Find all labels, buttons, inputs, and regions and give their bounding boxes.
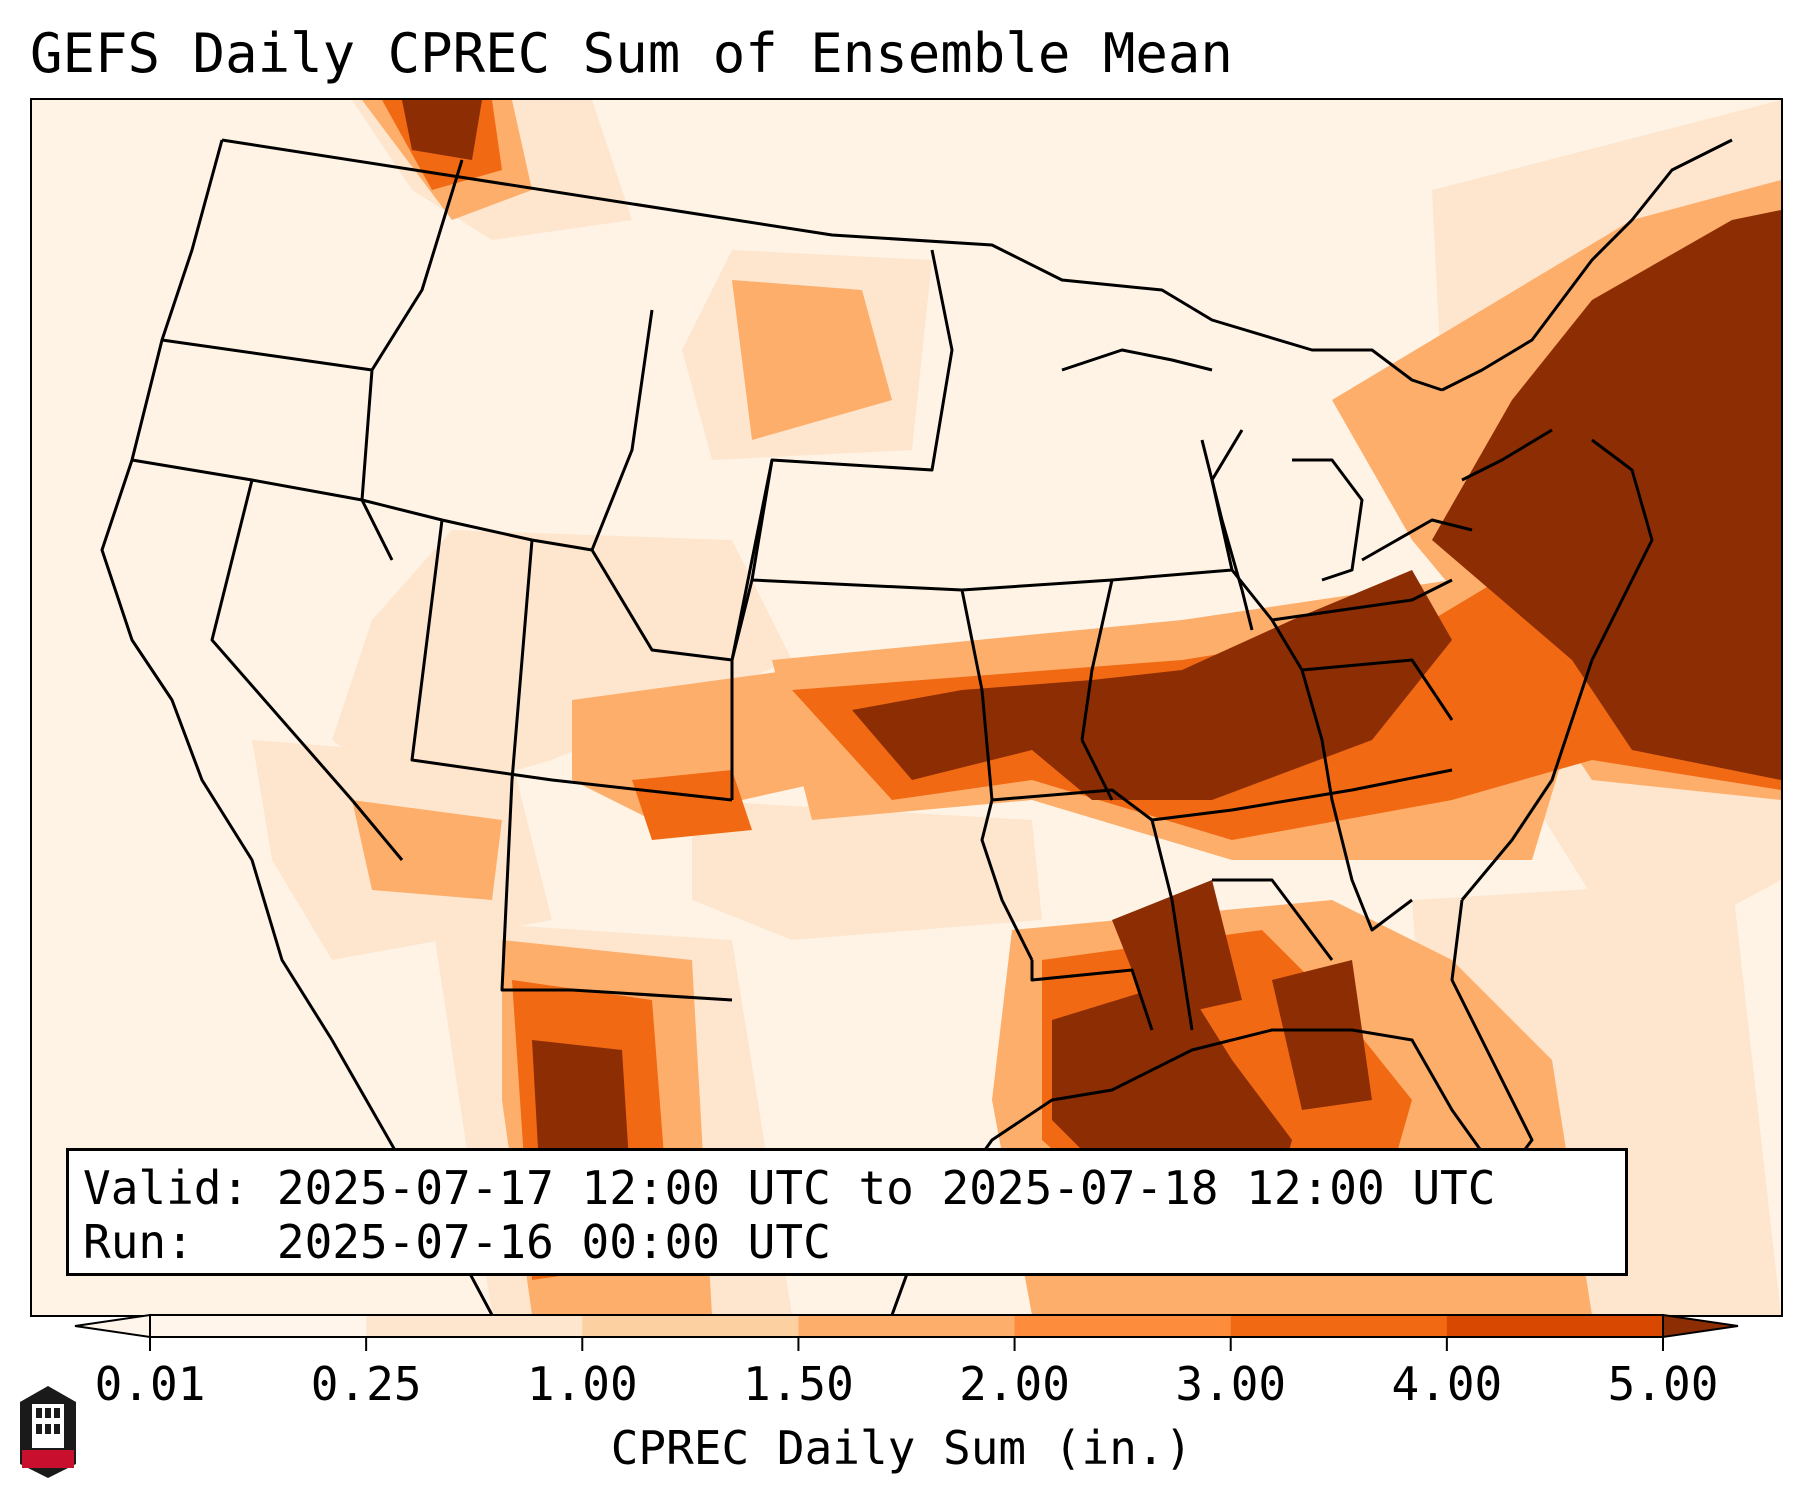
us-canada-border	[221, 138, 1443, 392]
colorbar-segment	[1014, 1315, 1232, 1337]
colorbar-segment	[798, 1315, 1016, 1337]
northeast-coast	[1441, 138, 1733, 901]
colorbar-segment	[1230, 1315, 1448, 1337]
west-coast	[100, 139, 334, 1041]
precip-map-canvas	[100, 100, 1781, 1315]
colorbar-segment	[582, 1315, 799, 1337]
colorbar-tick-label: 0.01	[94, 1357, 206, 1411]
colorbar-tick-label: 0.25	[310, 1357, 422, 1411]
valid-value: 2025-07-17 12:00 UTC to 2025-07-18 12:00…	[276, 1161, 1496, 1215]
colorbar-tick-label: 3.00	[1175, 1357, 1287, 1411]
colorbar-extend-high	[1662, 1313, 1739, 1339]
run-label: Run:	[83, 1215, 194, 1269]
colorbar-segment	[366, 1315, 583, 1337]
colorbar	[74, 1313, 1739, 1351]
colorbar-tick-label: 4.00	[1391, 1357, 1503, 1411]
colorbar-segment	[150, 1315, 367, 1337]
valid-run-info-box: Valid: 2025-07-17 12:00 UTC to 2025-07-1…	[66, 1148, 1628, 1276]
precip-map	[30, 98, 1783, 1317]
colorbar-tick-label: 1.00	[526, 1357, 638, 1411]
map-title: GEFS Daily CPREC Sum of Ensemble Mean	[30, 22, 1233, 85]
colorbar-tick-label: 5.00	[1607, 1357, 1719, 1411]
gulf-coast	[910, 899, 1534, 1261]
interior-boundaries-central	[730, 459, 1233, 1031]
niu-logo-icon	[20, 1386, 76, 1478]
colorbar-tick-label: 1.50	[743, 1357, 854, 1411]
colorbar-extend-low	[74, 1313, 151, 1339]
interior-boundaries-west	[131, 159, 954, 1002]
colorbar-label: CPREC Daily Sum (in.)	[610, 1421, 1193, 1475]
valid-label: Valid:	[83, 1161, 250, 1215]
colorbar-tick-label: 2.00	[959, 1357, 1070, 1411]
run-value: 2025-07-16 00:00 UTC	[276, 1215, 831, 1269]
colorbar-segment	[1446, 1315, 1664, 1337]
colorbar-outline	[149, 1314, 1664, 1338]
great-lakes	[1061, 348, 1553, 631]
